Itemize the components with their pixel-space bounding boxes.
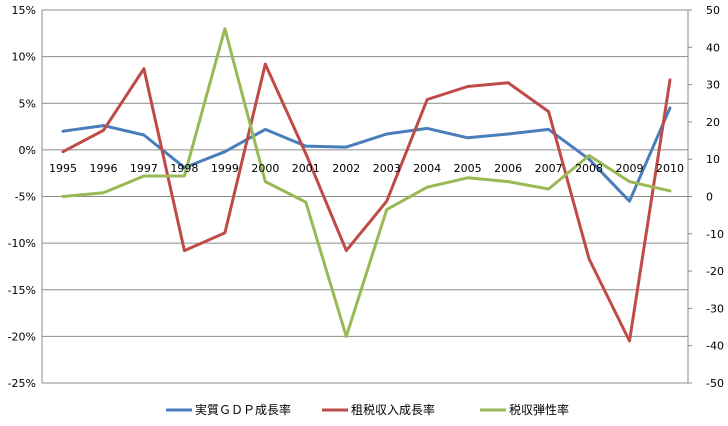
series-line-3: [61, 27, 672, 338]
category-label: 2009: [616, 162, 644, 175]
legend-label: 実質ＧＤＰ成長率: [195, 402, 291, 417]
right-tick-label: -30: [706, 302, 724, 315]
left-tick-label: 10%: [12, 51, 36, 64]
category-label: 2008: [575, 162, 603, 175]
left-tick-label: -20%: [8, 330, 36, 343]
category-label: 2000: [251, 162, 279, 175]
legend-label: 税収弾性率: [509, 402, 569, 417]
right-tick-label: 20: [706, 116, 720, 129]
right-axis-ticks: 50 40 30 20 10 0 -10 -20 -30 -40 -50: [688, 4, 724, 390]
legend: 実質ＧＤＰ成長率 租税収入成長率 税収弾性率: [166, 402, 569, 417]
category-label: 1999: [211, 162, 239, 175]
right-tick-label: 10: [706, 153, 720, 166]
category-label: 2004: [413, 162, 441, 175]
right-tick-label: 40: [706, 41, 720, 54]
left-tick-label: 15%: [12, 4, 36, 17]
category-label: 1996: [89, 162, 117, 175]
left-tick-label: -25%: [8, 377, 36, 390]
gridlines: [42, 9, 688, 384]
category-label: 2010: [656, 162, 684, 175]
category-label: 2002: [332, 162, 360, 175]
right-tick-label: 30: [706, 79, 720, 92]
right-tick-label: -40: [706, 340, 724, 353]
left-axis-ticks: 15% 10% 5% 0% -5% -10% -15% -20% -25%: [8, 4, 36, 390]
category-label: 1995: [49, 162, 77, 175]
legend-label: 租税収入成長率: [351, 402, 435, 417]
category-labels: 1995 1996 1997 1998 1999 2000 2001 2002 2003 2004…: [49, 162, 684, 175]
category-label: 2003: [373, 162, 401, 175]
category-label: 1997: [130, 162, 158, 175]
right-tick-label: 50: [706, 4, 720, 17]
left-tick-label: -5%: [15, 191, 36, 204]
category-label: 2007: [535, 162, 563, 175]
right-tick-label: -50: [706, 377, 724, 390]
series-line-1: [61, 106, 672, 203]
category-label: 2001: [292, 162, 320, 175]
left-tick-label: -15%: [8, 284, 36, 297]
category-label: 2006: [494, 162, 522, 175]
left-tick-label: 5%: [19, 97, 36, 110]
category-label: 1998: [170, 162, 198, 175]
series-line-2: [61, 62, 672, 343]
series-lines: [61, 27, 672, 343]
right-tick-label: -10: [706, 228, 724, 241]
right-tick-label: 0: [706, 191, 713, 204]
right-tick-label: -20: [706, 265, 724, 278]
left-tick-label: 0%: [19, 144, 36, 157]
category-label: 2005: [454, 162, 482, 175]
left-tick-label: -10%: [8, 237, 36, 250]
